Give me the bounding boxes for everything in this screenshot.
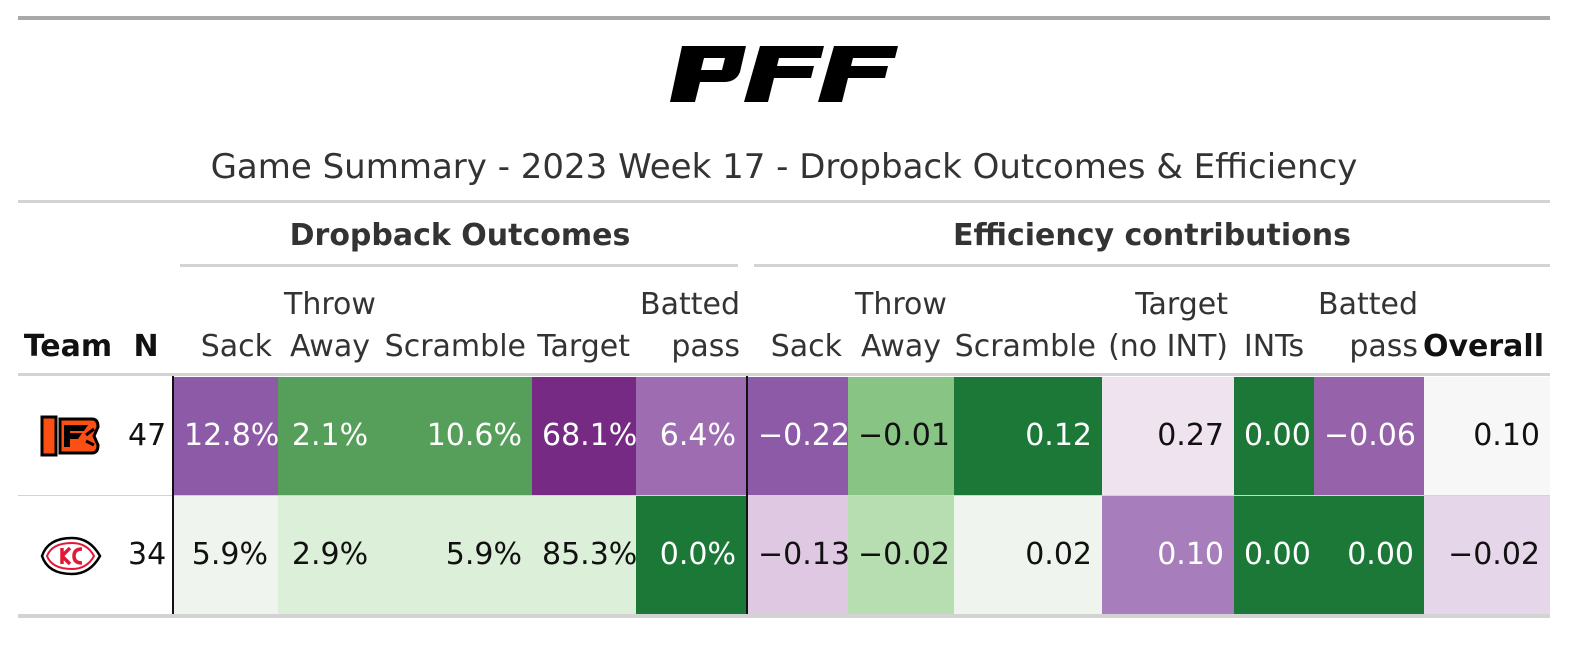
cell-o-target: 68.1% [532, 377, 637, 495]
spanner-line-efficiency [754, 264, 1550, 267]
column-header-e-throwaway: Throw Away [848, 282, 954, 368]
bengals-logo [38, 411, 102, 461]
cell-e-target: 0.10 [1102, 496, 1234, 614]
column-header-overall: Overall [1422, 282, 1550, 368]
column-header-line: N [133, 329, 159, 364]
cell-e-scramble: 0.02 [954, 496, 1102, 614]
header-rule [18, 373, 1550, 376]
column-header-line: Away [861, 329, 941, 364]
pff-logo [668, 46, 898, 102]
cell-e-ints: 0.00 [1234, 496, 1314, 614]
column-header-e-sack: Sack [748, 282, 848, 368]
column-header-e-batted: Batted pass [1314, 282, 1424, 368]
cell-e-scramble: 0.12 [954, 377, 1102, 495]
column-header-line: INTs [1243, 329, 1305, 364]
divider-line-efficiency [746, 376, 748, 614]
top-rule [18, 16, 1550, 20]
cell-o-scramble: 5.9% [382, 496, 532, 614]
column-header-line: Target [1135, 287, 1228, 322]
cell-e-sack: −0.22 [748, 377, 850, 495]
column-header-n: N [118, 282, 174, 368]
cell-o-batted: 0.0% [636, 496, 746, 614]
cell-overall: 0.10 [1424, 377, 1550, 495]
spanner-line-outcomes [180, 264, 738, 267]
table-title: Game Summary - 2023 Week 17 - Dropback O… [210, 147, 1358, 187]
column-header-line: Scramble [384, 329, 526, 364]
column-header-line: Sack [200, 329, 272, 364]
column-header-line: Throw [284, 287, 376, 322]
column-header-line: Batted [640, 287, 740, 322]
column-header-line: Throw [855, 287, 947, 322]
column-header-team: Team [18, 282, 118, 368]
column-header-line: Team [23, 329, 113, 364]
cell-o-throwaway: 2.9% [278, 496, 382, 614]
column-header-o-target: Target [532, 282, 636, 368]
cell-n: 34 [128, 537, 167, 572]
column-header-o-scramble: Scramble [382, 282, 532, 368]
cell-e-batted: −0.06 [1314, 377, 1424, 495]
column-header-o-throwaway: Throw Away [278, 282, 382, 368]
cell-e-target: 0.27 [1102, 377, 1234, 495]
cell-overall: −0.02 [1424, 496, 1550, 614]
bottom-rule [18, 614, 1550, 618]
chiefs-logo [38, 530, 102, 580]
cell-e-throwaway: −0.01 [848, 377, 954, 495]
cell-e-sack: −0.13 [748, 496, 850, 614]
column-header-line: Overall [1422, 329, 1544, 364]
cell-o-sack: 5.9% [174, 496, 278, 614]
column-header-line: (no INT) [1108, 329, 1228, 364]
divider-line-outcomes [172, 376, 174, 614]
column-header-e-target: Target (no INT) [1102, 282, 1234, 368]
cell-n: 47 [128, 418, 167, 453]
cell-o-sack: 12.8% [174, 377, 279, 495]
title-rule [18, 200, 1550, 203]
column-header-e-scramble: Scramble [954, 282, 1102, 368]
column-header-line: Sack [770, 329, 842, 364]
column-header-line: Target [537, 329, 630, 364]
cell-o-batted: 6.4% [636, 377, 746, 495]
spanner-efficiency-contributions: Efficiency contributions [953, 218, 1351, 253]
column-header-line: pass [1349, 329, 1418, 364]
cell-o-scramble: 10.6% [382, 377, 532, 495]
cell-e-ints: 0.00 [1234, 377, 1314, 495]
column-header-line: Scramble [954, 329, 1096, 364]
column-header-line: Batted [1318, 287, 1418, 322]
spanner-dropback-outcomes: Dropback Outcomes [289, 218, 631, 253]
cell-e-batted: 0.00 [1314, 496, 1424, 614]
column-header-o-batted: Batted pass [636, 282, 746, 368]
column-header-o-sack: Sack [174, 282, 278, 368]
row-divider [18, 495, 1550, 496]
column-header-e-ints: INTs [1234, 282, 1314, 368]
cell-e-throwaway: −0.02 [848, 496, 954, 614]
column-header-line: pass [671, 329, 740, 364]
column-header-line: Away [290, 329, 370, 364]
cell-o-throwaway: 2.1% [278, 377, 382, 495]
cell-o-target: 85.3% [532, 496, 637, 614]
